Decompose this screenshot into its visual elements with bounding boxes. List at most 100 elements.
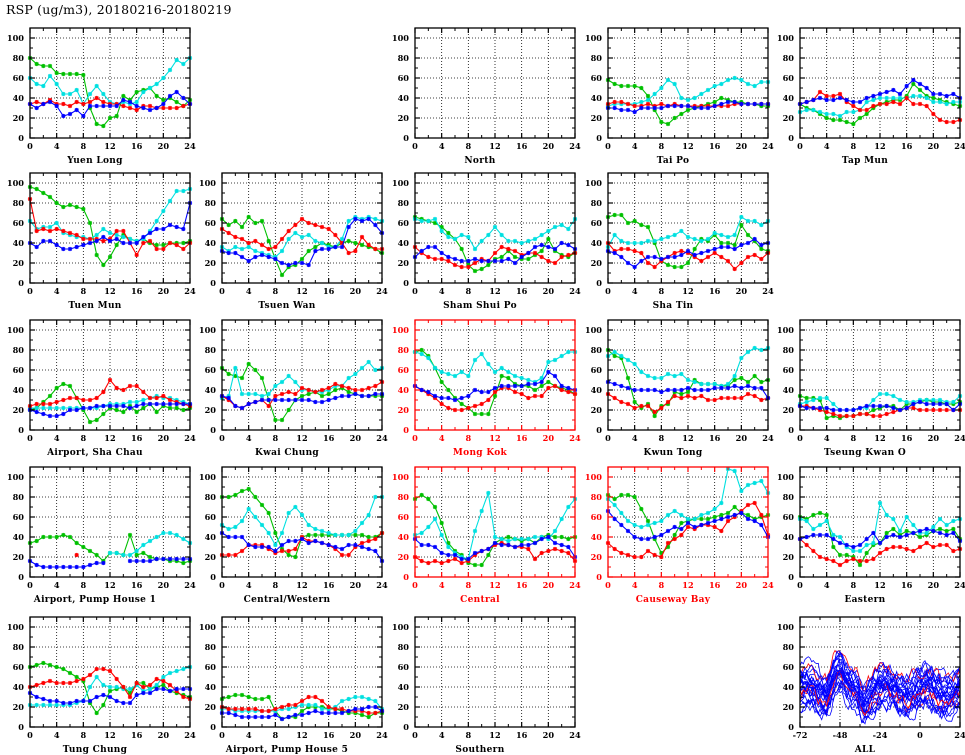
svg-text:80: 80: [398, 345, 410, 355]
panel-central-western[interactable]: 0 20 40 60 80 100 0 4 8 12 16 20 24 Central/Western: [182, 459, 392, 605]
svg-text:60: 60: [398, 73, 410, 83]
svg-text:12: 12: [682, 286, 693, 296]
svg-text:4: 4: [54, 433, 60, 443]
svg-text:4: 4: [439, 141, 445, 151]
panel-airport-sha-chau[interactable]: 0 20 40 60 80 100 0 4 8 12 16 20 24 Airport, Sha Chau: [0, 312, 200, 458]
svg-text:8: 8: [80, 141, 86, 151]
svg-text:100: 100: [585, 178, 602, 188]
svg-text:0: 0: [412, 433, 418, 443]
svg-text:4: 4: [54, 286, 60, 296]
svg-text:4: 4: [54, 141, 60, 151]
panel-kwai-chung[interactable]: 0 20 40 60 80 100 0 4 8 12 16 20 24 Kwai Chung: [182, 312, 392, 458]
svg-text:24: 24: [376, 433, 388, 443]
svg-text:24: 24: [762, 141, 774, 151]
svg-text:0: 0: [18, 133, 24, 143]
svg-text:4: 4: [246, 433, 252, 443]
svg-text:4: 4: [439, 286, 445, 296]
panel-tuen-mun[interactable]: 0 20 40 60 80 100 0 4 8 12 16 20 24 Tuen Mun: [0, 165, 200, 311]
panel-label: ALL: [854, 745, 876, 755]
svg-text:12: 12: [104, 286, 115, 296]
panel-label: Central: [460, 595, 500, 605]
svg-text:20: 20: [205, 405, 217, 415]
panel-label: Sha Tin: [652, 301, 694, 311]
panel-tsuen-wan[interactable]: 0 20 40 60 80 100 0 4 8 12 16 20 24 Tsuen Wan: [182, 165, 392, 311]
svg-text:40: 40: [783, 93, 795, 103]
svg-text:12: 12: [489, 141, 500, 151]
svg-text:100: 100: [777, 33, 794, 43]
svg-text:4: 4: [632, 286, 638, 296]
svg-text:12: 12: [296, 433, 307, 443]
svg-text:100: 100: [392, 178, 409, 188]
panel-label: Tsuen Wan: [258, 301, 316, 311]
svg-text:8: 8: [465, 433, 471, 443]
panel-airport-pump-house-5[interactable]: 0 20 40 60 80 100 0 4 8 12 16 20 24 Airport, Pump Hou…: [182, 609, 392, 755]
panel-label: Tap Mun: [841, 156, 889, 166]
svg-text:20: 20: [398, 113, 410, 123]
svg-text:60: 60: [13, 365, 25, 375]
svg-text:60: 60: [205, 218, 217, 228]
panel-label: Tai Po: [656, 156, 690, 166]
svg-text:20: 20: [158, 141, 170, 151]
svg-text:16: 16: [323, 433, 335, 443]
svg-text:80: 80: [13, 345, 25, 355]
svg-text:16: 16: [516, 286, 528, 296]
panel-sham-shui-po[interactable]: 0 20 40 60 80 100 0 4 8 12 16 20 24 Sham Shui Po: [375, 165, 585, 311]
svg-text:80: 80: [13, 198, 25, 208]
panel-tai-po[interactable]: 0 20 40 60 80 100 0 4 8 12 16 20 24 Tai Po: [568, 20, 778, 166]
svg-text:60: 60: [398, 365, 410, 375]
panel-label: Airport, Pump House 5: [225, 745, 349, 755]
panel-mong-kok[interactable]: 0 20 40 60 80 100 0 4 8 12 16 20 24 Mong Kok: [375, 312, 585, 458]
panel-kwun-tong[interactable]: 0 20 40 60 80 100 0 4 8 12 16 20 24 Kwun Tong: [568, 312, 778, 458]
svg-text:20: 20: [350, 286, 362, 296]
svg-text:8: 8: [465, 286, 471, 296]
svg-text:24: 24: [569, 433, 581, 443]
svg-text:16: 16: [709, 286, 721, 296]
panel-tung-chung[interactable]: 0 20 40 60 80 100 0 4 8 12 16 20 24 Tung Chung: [0, 609, 200, 755]
panel-eastern[interactable]: 0 20 40 60 80 100 0 4 8 12 16 20 24 Eastern: [760, 459, 965, 605]
svg-text:60: 60: [13, 73, 25, 83]
svg-text:40: 40: [13, 385, 25, 395]
svg-text:80: 80: [398, 198, 410, 208]
svg-text:0: 0: [210, 278, 216, 288]
svg-text:0: 0: [27, 433, 33, 443]
panel-causeway-bay[interactable]: 0 20 40 60 80 100 0 4 8 12 16 20 24 Causeway Bay: [568, 459, 778, 605]
panel-label: Airport, Pump House 1: [33, 595, 157, 605]
panel-tap-mun[interactable]: 0 20 40 60 80 100 0 4 8 12 16 20 24 Tap Mun: [760, 20, 965, 166]
svg-text:16: 16: [323, 286, 335, 296]
panel-north[interactable]: 0 20 40 60 80 100 0 4 8 12 16 20 24 North: [375, 20, 585, 166]
svg-text:8: 8: [80, 286, 86, 296]
svg-text:40: 40: [13, 93, 25, 103]
panel-central[interactable]: 0 20 40 60 80 100 0 4 8 12 16 20 24 Central: [375, 459, 585, 605]
svg-text:40: 40: [205, 385, 217, 395]
svg-text:100: 100: [199, 178, 216, 188]
panel-label: Tseung Kwan O: [824, 448, 906, 458]
panel-label: North: [464, 156, 496, 166]
svg-text:80: 80: [205, 198, 217, 208]
svg-text:24: 24: [569, 141, 581, 151]
svg-text:20: 20: [783, 113, 795, 123]
panel-tseung-kwan-o[interactable]: 0 20 40 60 80 100 0 4 8 12 16 20 24 Tseung Kwan O: [760, 312, 965, 458]
svg-text:12: 12: [874, 141, 885, 151]
svg-text:0: 0: [18, 278, 24, 288]
svg-text:12: 12: [682, 141, 693, 151]
svg-text:0: 0: [403, 133, 409, 143]
svg-text:60: 60: [783, 73, 795, 83]
svg-text:40: 40: [398, 385, 410, 395]
svg-text:100: 100: [7, 325, 24, 335]
svg-text:0: 0: [605, 141, 611, 151]
panel-all[interactable]: 0 20 40 60 80 100 -72 -48 -24 0 24 ALL: [760, 609, 965, 755]
svg-text:16: 16: [131, 286, 143, 296]
svg-text:40: 40: [13, 238, 25, 248]
panel-sha-tin[interactable]: 0 20 40 60 80 100 0 4 8 12 16 20 24 Sha Tin: [568, 165, 778, 311]
svg-text:0: 0: [412, 286, 418, 296]
svg-text:0: 0: [18, 425, 24, 435]
panel-yuen-long[interactable]: 0 20 40 60 80 100 0 4 8 12 16 20 24 Yuen Long: [0, 20, 200, 166]
svg-text:12: 12: [489, 286, 500, 296]
panel-airport-pump-house-1[interactable]: 0 20 40 60 80 100 0 4 8 12 16 20 24 Airport, Pump Hou…: [0, 459, 200, 605]
svg-text:12: 12: [104, 433, 115, 443]
svg-text:8: 8: [272, 286, 278, 296]
svg-text:20: 20: [928, 141, 940, 151]
panel-southern[interactable]: 0 20 40 60 80 100 0 4 8 12 16 20 24 Southern: [375, 609, 585, 755]
panel-label: Central/Western: [243, 595, 331, 605]
